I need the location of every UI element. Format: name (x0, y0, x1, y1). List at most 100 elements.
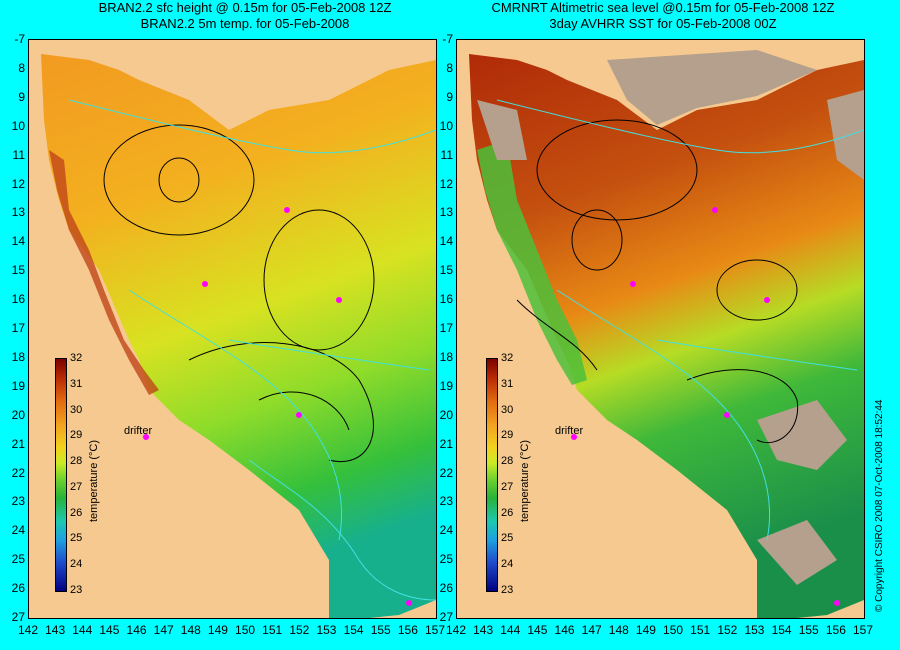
longitude-tick-label: 143 (473, 623, 494, 637)
colorbar-tick-label: 24 (501, 558, 514, 571)
latitude-tick-label: -7 (14, 32, 25, 46)
colorbar-right (486, 358, 498, 592)
longitude-tick-label: 155 (370, 623, 391, 637)
map-right-svg (457, 40, 865, 618)
drifter-point-r1 (712, 207, 718, 213)
ssh-contours-left (103, 124, 375, 462)
drifter-point-4 (296, 412, 302, 418)
longitude-tick-label: 151 (262, 623, 283, 637)
colorbar-tick-label: 23 (70, 584, 83, 596)
sea-region-left (41, 54, 436, 618)
bathy-line-4 (248, 459, 437, 601)
colorbar-tick-label: 32 (501, 352, 514, 364)
latitude-tick-label: 8 (446, 60, 453, 75)
latitude-tick-label: 22 (439, 465, 453, 480)
colorbar-tick-label: 32 (70, 352, 83, 364)
latitude-tick-label: 14 (439, 234, 453, 249)
drifter-point-r3 (764, 297, 770, 303)
longitude-tick-label: 156 (825, 623, 846, 637)
longitude-tick-label: 149 (635, 623, 656, 637)
title-left-line2: BRAN2.2 5m temp. for 05-Feb-2008 (140, 16, 350, 31)
y-axis-left: -7 8 9 10 11 12 13 14 15 16 17 18 19 20 21 22 23 24 25 26 27 (0, 33, 28, 623)
longitude-tick-label: 145 (99, 623, 120, 637)
bathy-line-1 (68, 99, 437, 154)
colorbar-tick-label: 24 (70, 558, 83, 571)
colorbar-tick-label: 30 (70, 403, 83, 416)
latitude-tick-label: 23 (439, 494, 453, 509)
longitude-tick-label: 153 (316, 623, 337, 637)
latitude-tick-label: 18 (11, 349, 25, 364)
colorbar-tick-label: 27 (70, 480, 83, 493)
latitude-tick-label: 10 (439, 118, 453, 133)
longitude-tick-label: 150 (663, 623, 684, 637)
colorbar-tick-label: 25 (501, 532, 514, 545)
latitude-tick-label: 16 (11, 292, 25, 307)
x-axis-right: 142 143 144 145 146 147 148 149 150 151 152 153 154 1… (446, 623, 873, 644)
map-panel-right (456, 39, 865, 619)
longitude-tick-label: 146 (554, 623, 575, 637)
latitude-tick-label: 9 (446, 89, 453, 104)
longitude-tick-label: 150 (235, 623, 256, 637)
colorbar-tick-label: 29 (70, 429, 83, 442)
contour-line-r1 (686, 369, 799, 444)
drifter-point-1 (284, 207, 290, 213)
colorbar-tick-label: 29 (501, 429, 514, 442)
latitude-tick-label: 12 (11, 176, 25, 191)
latitude-tick-label: 16 (439, 292, 453, 307)
drifter-point-6 (406, 600, 412, 606)
bathy-line-r3 (656, 339, 858, 371)
colorbar-tick-label: 27 (501, 480, 514, 493)
latitude-tick-label: 26 (439, 581, 453, 596)
longitude-tick-label: 151 (690, 623, 711, 637)
colorbar-tick-label: 28 (70, 455, 83, 468)
longitude-tick-label: 157 (852, 623, 874, 637)
drifter-point-r2 (630, 281, 636, 287)
longitude-tick-label: 157 (424, 623, 446, 637)
latitude-tick-label: -7 (442, 32, 453, 46)
title-right-line1: CMRNRT Altimetric sea level @0.15m for 0… (491, 0, 835, 15)
latitude-tick-label: 17 (439, 321, 453, 335)
land-north-left (29, 40, 436, 125)
latitude-tick-label: 25 (11, 552, 25, 567)
bathy-line-r1 (496, 99, 865, 154)
longitude-tick-label: 156 (397, 623, 418, 637)
longitude-tick-label: 147 (581, 623, 602, 637)
latitude-tick-label: 10 (11, 118, 25, 133)
latitude-tick-label: 23 (11, 494, 25, 509)
drifter-point-2 (202, 281, 208, 287)
copyright-text: © Copyright CSIRO 2008 07-Oct-2008 18:52… (874, 399, 885, 613)
contour-line-2 (258, 391, 350, 431)
coastal-warm-strip (49, 150, 159, 395)
latitude-tick-label: 15 (11, 263, 25, 278)
bathy-line-3 (228, 339, 430, 371)
colorbar-label-left: temperature (°C) (88, 439, 100, 522)
latitude-tick-label: 22 (11, 465, 25, 480)
longitude-tick-label: 152 (289, 623, 310, 637)
drifter-label-right: drifter (555, 425, 584, 437)
drifter-point-r5 (571, 434, 577, 440)
map-panel-left (28, 39, 437, 619)
longitude-tick-label: 144 (500, 623, 521, 637)
latitude-tick-label: 27 (11, 610, 25, 624)
title-left: BRAN2.2 sfc height @ 0.15m for 05-Feb-20… (40, 0, 450, 32)
latitude-tick-label: 19 (439, 378, 453, 393)
drifter-point-r4 (724, 412, 730, 418)
contour-line-r2 (516, 299, 598, 371)
latitude-tick-label: 18 (439, 349, 453, 364)
longitude-tick-label: 148 (608, 623, 629, 637)
colorbar-tick-label: 31 (70, 377, 83, 390)
sea-region-right (469, 54, 864, 618)
latitude-tick-label: 17 (11, 321, 25, 335)
latitude-tick-label: 13 (11, 205, 25, 220)
drifter-point-3 (336, 297, 342, 303)
drifter-tracks-left (143, 207, 412, 606)
colorbar-tick-label: 31 (501, 377, 514, 390)
longitude-tick-label: 146 (126, 623, 147, 637)
bathy-line-2 (128, 289, 343, 541)
drifter-point-5 (143, 434, 149, 440)
longitude-tick-label: 154 (771, 623, 792, 637)
colorbar-label-right: temperature (°C) (519, 439, 531, 522)
latitude-tick-label: 21 (11, 436, 25, 451)
map-left-svg (29, 40, 437, 618)
colorbar-tick-label: 23 (501, 584, 514, 596)
